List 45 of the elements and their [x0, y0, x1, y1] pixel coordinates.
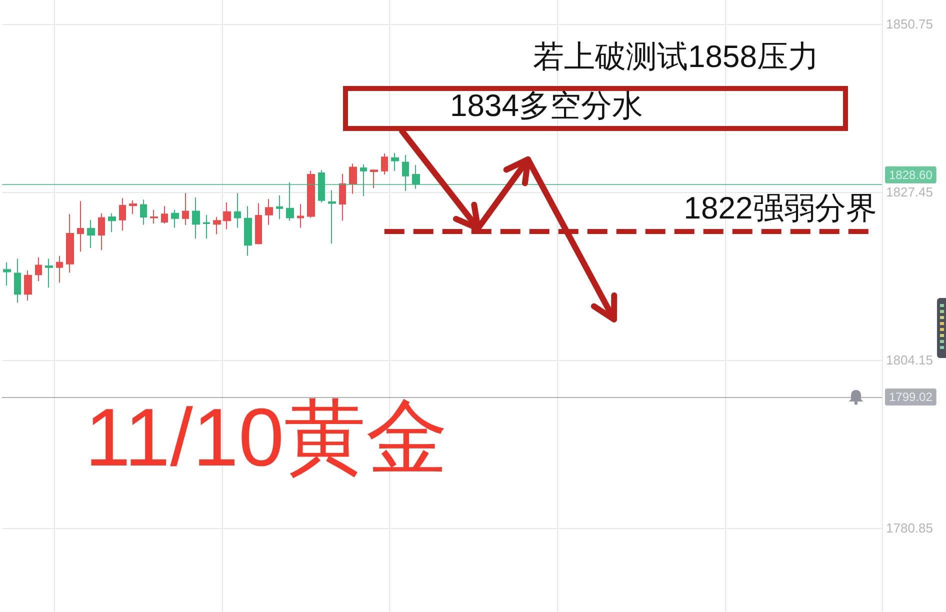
candlestick	[77, 200, 84, 252]
candlestick	[3, 262, 11, 286]
candlestick	[98, 212, 105, 251]
candlestick	[370, 168, 378, 189]
candlestick	[161, 206, 168, 224]
candlestick	[192, 197, 200, 240]
candlestick	[171, 209, 179, 228]
candlestick	[140, 199, 147, 226]
candlestick	[339, 173, 346, 222]
candlestick	[108, 212, 116, 233]
candlestick	[276, 194, 283, 220]
annotation: 1834多空分水	[450, 88, 643, 123]
candlestick	[129, 200, 137, 215]
candlestick	[150, 209, 158, 224]
candlestick	[119, 198, 126, 232]
y-tick-label: 1780.85	[886, 520, 933, 536]
candlestick	[234, 192, 241, 228]
candlestick	[24, 270, 32, 302]
y-tick-label: 1827.45	[886, 184, 933, 200]
candlestick	[223, 202, 231, 230]
candlestick	[45, 258, 53, 288]
candlestick	[203, 214, 210, 240]
candlestick	[14, 258, 21, 304]
candlestick	[35, 256, 42, 282]
candlestick	[297, 204, 304, 228]
candlestick	[328, 190, 336, 244]
candlestick	[255, 202, 262, 245]
candlestick	[213, 216, 221, 235]
candlestick	[391, 152, 399, 172]
annotation: 若上破测试1858压力	[533, 39, 819, 74]
candlestick	[381, 153, 388, 175]
ref-line-label: 1822强弱分界	[684, 190, 877, 226]
candlestick	[265, 198, 273, 226]
candlestick	[56, 255, 63, 284]
candlestick	[244, 206, 252, 256]
ref-line-label: 1828.60	[889, 168, 933, 182]
y-tick-label: 1804.15	[886, 352, 933, 368]
text: 11/10黄金	[85, 392, 448, 484]
candlestick	[87, 219, 95, 248]
candlestick	[307, 170, 315, 218]
candlestick	[349, 163, 357, 194]
ref-line-label: 1799.02	[889, 390, 933, 404]
y-tick-label: 1850.75	[886, 16, 933, 32]
candlestick	[66, 214, 74, 273]
candlestick	[182, 192, 189, 226]
